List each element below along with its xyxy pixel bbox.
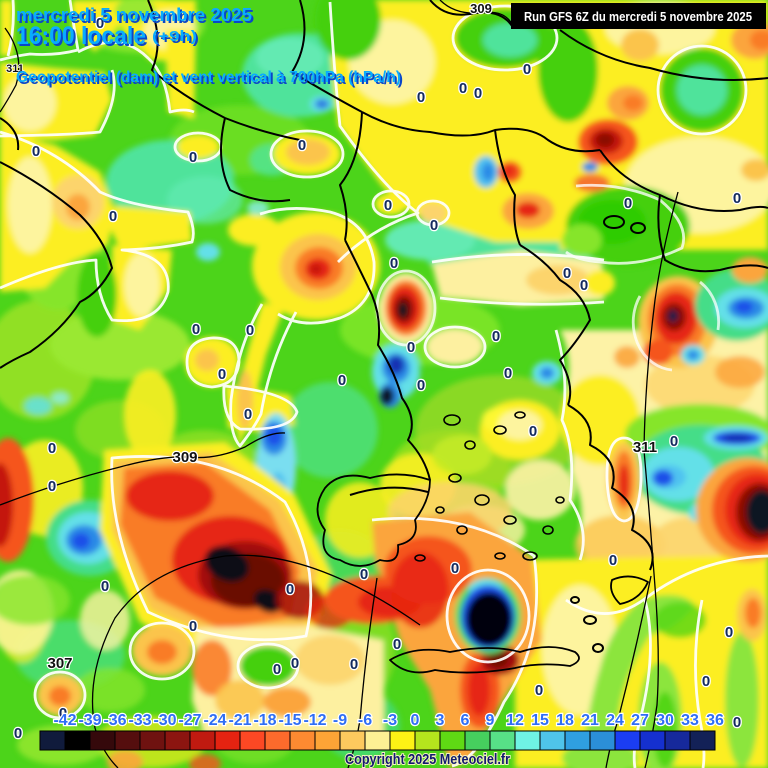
svg-text:0: 0 — [609, 552, 617, 569]
svg-text:27: 27 — [631, 712, 649, 729]
svg-text:0: 0 — [702, 673, 710, 690]
svg-text:(+9h): (+9h) — [152, 28, 197, 45]
svg-text:6: 6 — [461, 712, 470, 729]
svg-text:311: 311 — [633, 439, 657, 456]
svg-text:30: 30 — [656, 712, 674, 729]
svg-text:0: 0 — [246, 322, 254, 339]
svg-text:0: 0 — [32, 143, 40, 160]
svg-text:0: 0 — [670, 433, 678, 450]
svg-text:0: 0 — [286, 581, 294, 598]
svg-text:36: 36 — [706, 712, 724, 729]
svg-text:18: 18 — [556, 712, 574, 729]
svg-text:-3: -3 — [383, 712, 397, 729]
svg-text:15: 15 — [531, 712, 549, 729]
svg-text:0: 0 — [350, 656, 358, 673]
svg-text:0: 0 — [390, 255, 398, 272]
svg-text:-6: -6 — [358, 712, 372, 729]
svg-text:0: 0 — [189, 618, 197, 635]
svg-text:Geopotentiel (dam) et vent ver: Geopotentiel (dam) et vent vertical à 70… — [16, 69, 401, 86]
svg-text:311: 311 — [6, 63, 24, 75]
svg-text:0: 0 — [417, 89, 425, 106]
svg-text:0: 0 — [474, 85, 482, 102]
svg-text:-33: -33 — [128, 712, 151, 729]
svg-text:Run GFS 6Z du mercredi 5 novem: Run GFS 6Z du mercredi 5 novembre 2025 — [524, 9, 752, 24]
svg-text:0: 0 — [580, 277, 588, 294]
svg-text:0: 0 — [459, 80, 467, 97]
svg-text:0: 0 — [733, 714, 741, 731]
svg-text:0: 0 — [101, 578, 109, 595]
svg-text:309: 309 — [172, 449, 197, 466]
svg-text:0: 0 — [273, 661, 281, 678]
svg-text:0: 0 — [14, 725, 22, 742]
svg-text:0: 0 — [535, 682, 543, 699]
svg-text:-15: -15 — [278, 712, 301, 729]
svg-text:-27: -27 — [178, 712, 201, 729]
svg-text:0: 0 — [192, 321, 200, 338]
svg-text:0: 0 — [189, 149, 197, 166]
svg-text:0: 0 — [504, 365, 512, 382]
svg-text:0: 0 — [725, 624, 733, 641]
svg-text:-18: -18 — [253, 712, 276, 729]
svg-text:309: 309 — [470, 1, 492, 16]
svg-text:0: 0 — [48, 478, 56, 495]
svg-text:-42: -42 — [53, 712, 76, 729]
svg-text:0: 0 — [109, 208, 117, 225]
svg-text:0: 0 — [417, 377, 425, 394]
svg-text:-30: -30 — [153, 712, 176, 729]
svg-text:0: 0 — [384, 197, 392, 214]
svg-text:(+9h): (+9h) — [154, 30, 199, 47]
svg-text:0: 0 — [244, 406, 252, 423]
svg-text:21: 21 — [581, 712, 599, 729]
svg-text:16:00 locale: 16:00 locale — [18, 24, 148, 52]
svg-text:0: 0 — [407, 339, 415, 356]
svg-text:0: 0 — [218, 366, 226, 383]
svg-text:12: 12 — [506, 712, 524, 729]
svg-text:0: 0 — [291, 655, 299, 672]
svg-text:0: 0 — [523, 61, 531, 78]
svg-text:3: 3 — [436, 712, 445, 729]
svg-text:Copyright 2025 Meteociel.fr: Copyright 2025 Meteociel.fr — [345, 751, 510, 768]
svg-text:24: 24 — [606, 712, 624, 729]
svg-text:0: 0 — [411, 712, 420, 729]
svg-text:0: 0 — [96, 15, 104, 32]
svg-text:-9: -9 — [333, 712, 347, 729]
svg-text:33: 33 — [681, 712, 699, 729]
svg-text:-12: -12 — [303, 712, 326, 729]
svg-text:0: 0 — [298, 137, 306, 154]
svg-text:0: 0 — [733, 190, 741, 207]
svg-text:-24: -24 — [203, 712, 226, 729]
svg-text:mercredi 5 novembre 2025: mercredi 5 novembre 2025 — [16, 5, 252, 25]
svg-text:9: 9 — [486, 712, 495, 729]
svg-text:16:00 locale: 16:00 locale — [16, 22, 146, 50]
svg-text:-36: -36 — [103, 712, 126, 729]
svg-text:0: 0 — [48, 440, 56, 457]
svg-text:0: 0 — [393, 636, 401, 653]
svg-text:0: 0 — [624, 195, 632, 212]
svg-text:Geopotentiel (dam) et vent ver: Geopotentiel (dam) et vent vertical à 70… — [18, 71, 403, 88]
svg-text:mercredi 5 novembre 2025: mercredi 5 novembre 2025 — [18, 7, 254, 27]
svg-text:-21: -21 — [228, 712, 251, 729]
svg-text:0: 0 — [492, 328, 500, 345]
svg-text:-39: -39 — [78, 712, 101, 729]
svg-text:0: 0 — [451, 560, 459, 577]
svg-text:0: 0 — [338, 372, 346, 389]
svg-text:0: 0 — [430, 217, 438, 234]
svg-text:307: 307 — [47, 655, 72, 672]
svg-text:0: 0 — [59, 705, 67, 722]
svg-text:0: 0 — [360, 566, 368, 583]
svg-text:0: 0 — [529, 423, 537, 440]
svg-text:0: 0 — [563, 265, 571, 282]
